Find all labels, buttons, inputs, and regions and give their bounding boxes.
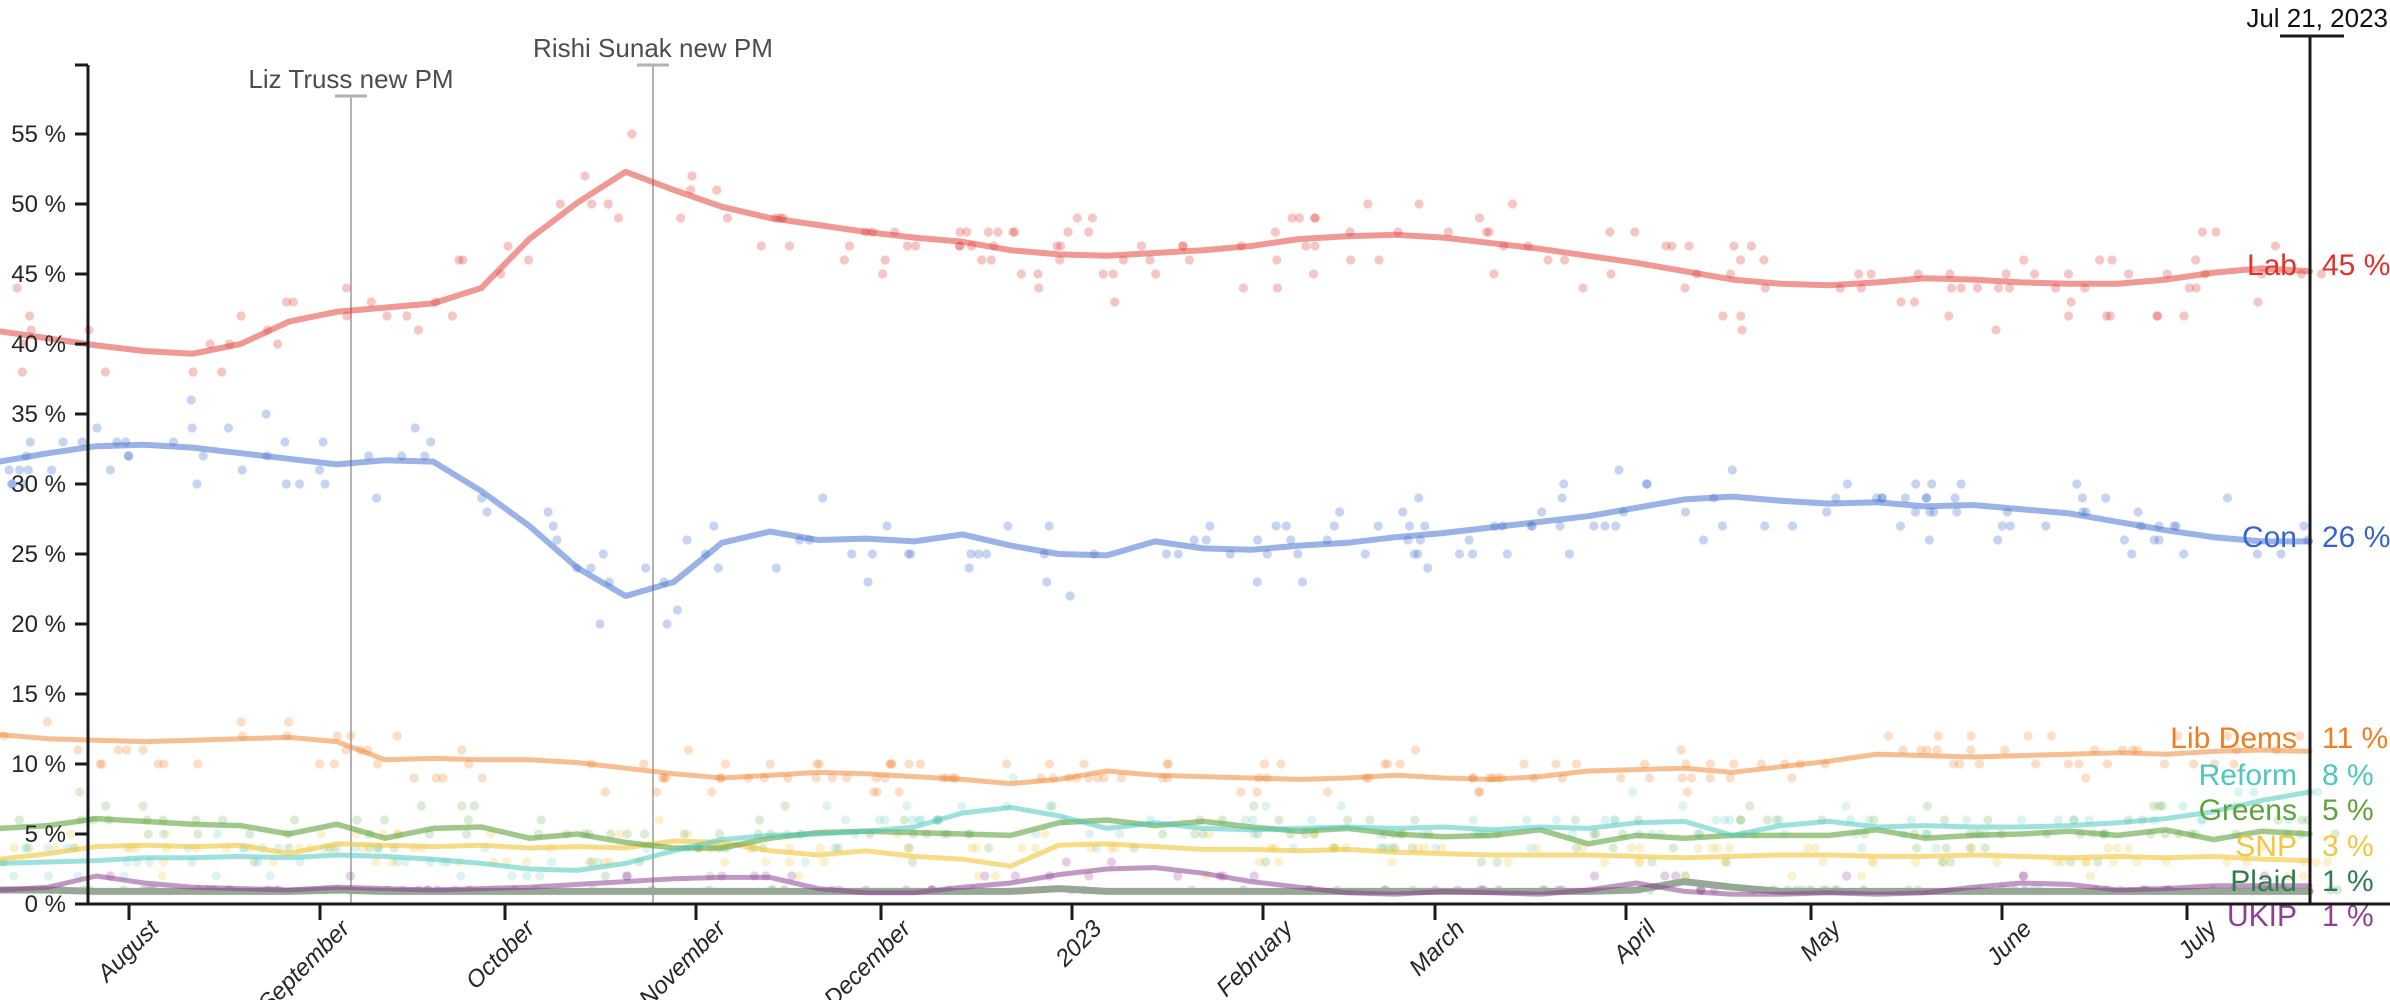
date-marker-layer xyxy=(2280,34,2344,904)
y-tick-label-15: 15 % xyxy=(11,681,66,708)
y-tick-label-5: 5 % xyxy=(25,821,66,848)
x-tick-label-2023: 2023 xyxy=(1050,915,1108,973)
y-tick-label-30: 30 % xyxy=(11,471,66,498)
party-labels-layer: Lab 45 % Con 26 % Lib Dems 11 % Reform 8 % Green… xyxy=(2170,249,2390,933)
annotation-liz-truss: Liz Truss new PM xyxy=(248,64,453,94)
y-tick-label-35: 35 % xyxy=(11,401,66,428)
y-tick-label-20: 20 % xyxy=(11,611,66,638)
x-tick-label-february: February xyxy=(1211,914,1299,1000)
trend-line-lib-dems xyxy=(0,732,2313,787)
trend-line-reform xyxy=(0,789,2313,873)
y-tick-label-55: 55 % xyxy=(11,121,66,148)
y-tick-label-25: 25 % xyxy=(11,541,66,568)
x-tick-label-april: April xyxy=(1607,915,1662,970)
party-label-plaid: Plaid xyxy=(2230,865,2297,898)
party-label-lab: Lab xyxy=(2247,249,2297,282)
trend-lines-layer xyxy=(0,168,2314,897)
y-tick-label-50: 50 % xyxy=(11,191,66,218)
party-value-greens: 5 % xyxy=(2322,794,2374,827)
party-label-reform: Reform xyxy=(2199,759,2297,792)
trend-line-con xyxy=(0,441,2313,599)
party-value-reform: 8 % xyxy=(2322,759,2374,792)
x-tick-label-october: October xyxy=(461,914,541,994)
y-tick-label-10: 10 % xyxy=(11,751,66,778)
trend-line-ukip xyxy=(0,865,2313,897)
date-marker-label: Jul 21, 2023 xyxy=(2246,3,2388,33)
trend-line-snp xyxy=(0,838,2313,869)
x-tick-label-august: August xyxy=(91,914,165,988)
axes-layer: 55 % 50 % 45 % 40 % 35 % 30 % 25 % 20 % 15 % 10 %… xyxy=(11,63,2390,1000)
party-value-con: 26 % xyxy=(2322,521,2390,554)
event-annotation-lines xyxy=(335,63,669,904)
y-tick-label-40: 40 % xyxy=(11,331,66,358)
trend-line-greens xyxy=(0,815,2313,851)
x-tick-label-july: July xyxy=(2172,914,2223,965)
party-value-lab: 45 % xyxy=(2322,249,2390,282)
trend-line-lab xyxy=(0,168,2313,357)
x-tick-label-june: June xyxy=(1981,915,2038,972)
party-label-con: Con xyxy=(2242,521,2297,554)
x-tick-label-november: November xyxy=(634,914,732,1000)
y-tick-label-45: 45 % xyxy=(11,261,66,288)
x-tick-label-march: March xyxy=(1404,915,1470,981)
x-tick-label-september: September xyxy=(253,914,356,1000)
y-tick-label-0: 0 % xyxy=(25,891,66,918)
x-tick-label-december: December xyxy=(819,914,917,1000)
party-value-lib-dems: 11 % xyxy=(2322,722,2388,755)
annotation-rishi-sunak: Rishi Sunak new PM xyxy=(533,33,773,63)
x-tick-label-may: May xyxy=(1795,914,1848,967)
party-value-snp: 3 % xyxy=(2322,830,2374,863)
party-value-ukip: 1 % xyxy=(2322,900,2374,933)
party-value-plaid: 1 % xyxy=(2322,865,2374,898)
party-label-lib-dems: Lib Dems xyxy=(2170,722,2297,755)
party-label-ukip: UKIP xyxy=(2227,900,2297,933)
party-label-greens: Greens xyxy=(2199,794,2297,827)
party-label-snp: SNP xyxy=(2235,830,2297,863)
